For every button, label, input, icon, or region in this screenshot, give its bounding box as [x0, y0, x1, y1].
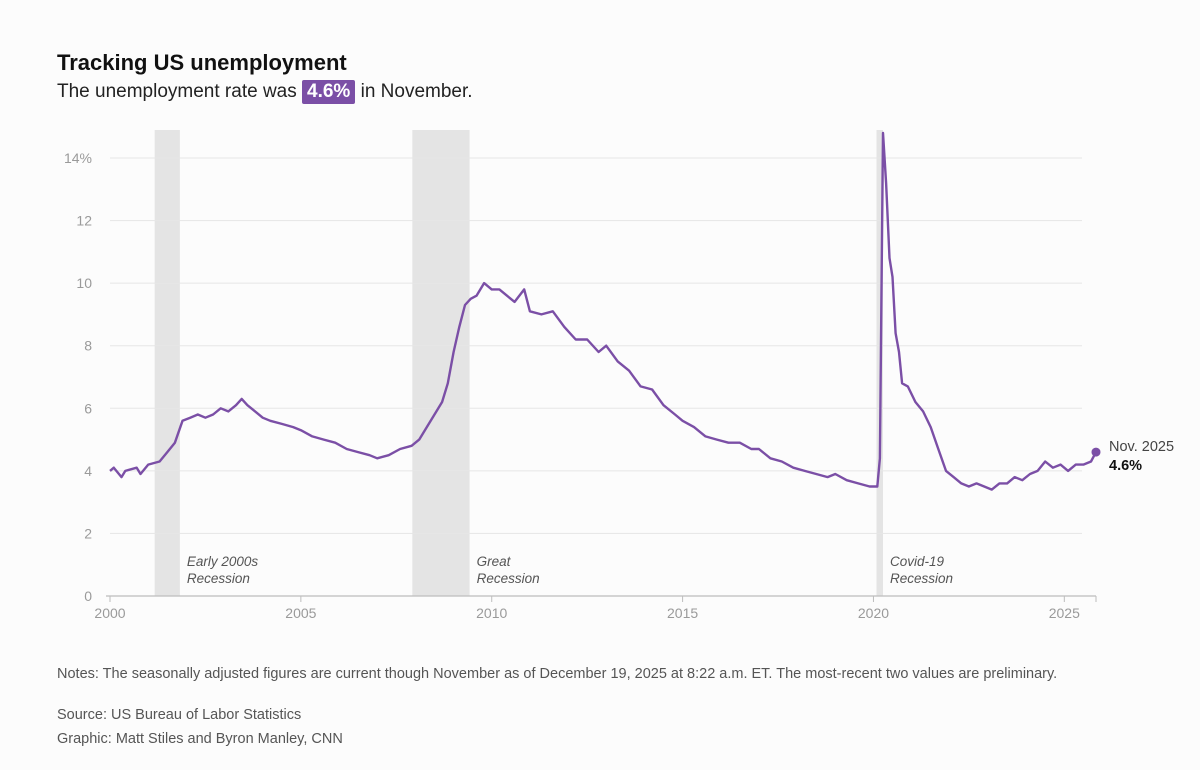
y-tick-label: 12	[76, 213, 92, 229]
recession-bands	[154, 130, 883, 596]
y-tick-label: 0	[84, 588, 92, 604]
subtitle-prefix: The unemployment rate was	[57, 81, 297, 102]
y-tick-label: 4	[84, 463, 92, 479]
x-tick-label: 2010	[476, 605, 507, 621]
recession-label: Early 2000s Recession	[187, 554, 259, 586]
x-tick-label: 2015	[667, 605, 698, 621]
recession-label-line: Early 2000s	[187, 554, 259, 569]
unemployment-rate-line	[109, 131, 1098, 491]
recession-label-line: Recession	[477, 571, 540, 586]
recession-band	[412, 130, 470, 596]
end-annotation: Nov. 2025 4.6%	[1091, 439, 1174, 474]
recession-label-line: Recession	[890, 571, 953, 586]
y-tick-label: 6	[84, 400, 92, 416]
subtitle-suffix: in November.	[360, 81, 473, 102]
latest-value-label: 4.6%	[1109, 458, 1142, 474]
y-tick-label: 14%	[64, 150, 92, 166]
gridlines	[110, 157, 1082, 534]
recession-label: Covid-19 Recession	[890, 554, 953, 586]
chart-credit: Graphic: Matt Stiles and Byron Manley, C…	[57, 731, 343, 747]
latest-value-point	[1091, 447, 1101, 457]
x-tick-label: 2025	[1049, 605, 1080, 621]
y-tick-label: 2	[84, 525, 92, 541]
latest-date-label: Nov. 2025	[1109, 439, 1174, 455]
x-tick-label: 2020	[858, 605, 889, 621]
chart-notes: Notes: The seasonally adjusted figures a…	[57, 666, 1058, 682]
y-tick-label: 8	[84, 338, 92, 354]
chart-title: Tracking US unemployment	[57, 50, 347, 75]
recession-label-line: Great	[477, 554, 512, 569]
recession-label: Great Recession	[477, 554, 540, 586]
recession-label-line: Recession	[187, 571, 250, 586]
series-line	[109, 131, 1098, 491]
y-tick-label: 10	[76, 275, 92, 291]
x-tick-label: 2005	[285, 605, 316, 621]
current-rate-badge: 4.6%	[302, 80, 356, 104]
chart-source: Source: US Bureau of Labor Statistics	[57, 707, 302, 723]
recession-label-line: Covid-19	[890, 554, 945, 569]
recession-band	[154, 130, 180, 596]
axes: 0 2 4 6 8 10 12 14% 2000 2005 2010 2015 2020 2025	[64, 150, 1097, 621]
x-tick-label: 2000	[94, 605, 125, 621]
chart-subtitle: The unemployment rate was 4.6% in Novemb…	[57, 80, 473, 104]
